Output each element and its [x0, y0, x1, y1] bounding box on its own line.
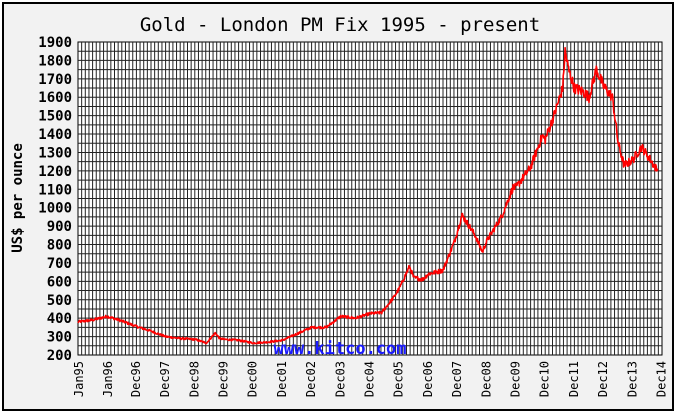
x-tick-label: Dec09 — [509, 361, 523, 397]
x-tick-label: Jan95 — [72, 361, 86, 397]
y-tick-label: 200 — [47, 348, 72, 364]
y-tick-label: 700 — [47, 256, 72, 272]
x-tick-label: Dec05 — [392, 361, 406, 397]
y-tick-label: 1300 — [38, 145, 72, 161]
x-axis-tick-labels: Jan95 Jan96 Dec96 Dec97 Dec98 Dec99 Dec00 Dec01… — [72, 361, 669, 397]
x-tick-label: Dec97 — [158, 361, 172, 397]
x-tick-label: Dec03 — [333, 361, 347, 397]
y-tick-label: 1800 — [38, 53, 72, 69]
y-tick-label: 1500 — [38, 109, 72, 125]
chart-title: Gold - London PM Fix 1995 - present — [140, 14, 540, 36]
y-tick-label: 1400 — [38, 127, 72, 143]
series-group — [77, 46, 659, 345]
series-line-gold-price — [77, 46, 659, 345]
x-tick-label: Dec96 — [129, 361, 143, 397]
x-tick-label: Dec99 — [217, 361, 231, 397]
x-tick-label: Dec04 — [363, 361, 377, 397]
x-tick-label: Jan96 — [101, 361, 115, 397]
x-tick-label: Dec98 — [187, 361, 201, 397]
y-tick-label: 900 — [47, 219, 72, 235]
y-tick-label: 1600 — [38, 90, 72, 106]
y-tick-label: 1700 — [38, 72, 72, 88]
y-tick-label: 800 — [47, 238, 72, 254]
y-axis-tick-labels: 200 300 400 500 600 700 800 900 1000 1100 1200 1300… — [38, 35, 72, 364]
watermark: www.kitco.com — [273, 339, 406, 359]
y-tick-label: 300 — [47, 330, 72, 346]
y-tick-label: 1100 — [38, 182, 72, 198]
x-tick-label: Dec12 — [596, 361, 610, 397]
x-tick-label: Dec10 — [538, 361, 552, 397]
y-tick-label: 400 — [47, 311, 72, 327]
x-tick-label: Dec08 — [479, 361, 493, 397]
y-tick-label: 1900 — [38, 35, 72, 51]
x-tick-label: Dec00 — [246, 361, 260, 397]
x-tick-label: Dec06 — [421, 361, 435, 397]
y-axis-label: US$ per ounce — [10, 143, 26, 253]
y-tick-label: 1200 — [38, 164, 72, 180]
x-tick-label: Dec11 — [567, 361, 581, 397]
x-tick-label: Dec07 — [450, 361, 464, 397]
x-tick-label: Dec14 — [655, 361, 669, 397]
x-tick-label: Dec02 — [304, 361, 318, 397]
x-tick-label: Dec01 — [275, 361, 289, 397]
y-tick-label: 500 — [47, 293, 72, 309]
y-tick-label: 600 — [47, 274, 72, 290]
x-tick-label: Dec13 — [625, 361, 639, 397]
y-tick-label: 1000 — [38, 201, 72, 217]
